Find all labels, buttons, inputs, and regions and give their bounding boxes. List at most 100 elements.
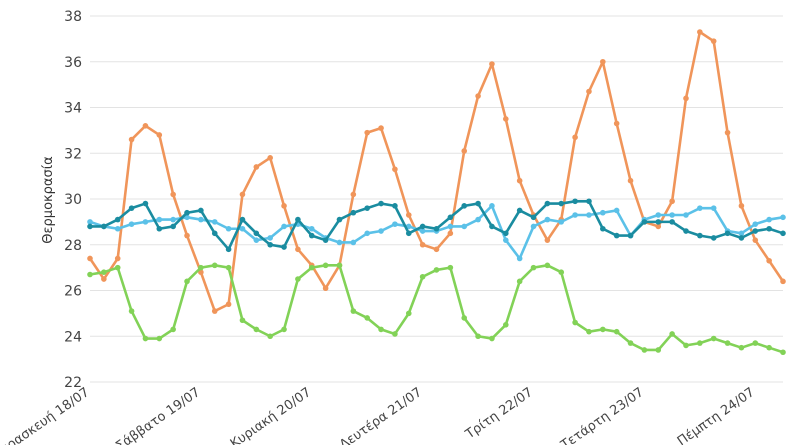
- data-point[interactable]: [558, 219, 565, 225]
- data-point[interactable]: [336, 262, 343, 269]
- data-point[interactable]: [225, 301, 232, 308]
- data-point[interactable]: [627, 340, 634, 346]
- data-point[interactable]: [710, 335, 717, 342]
- data-point[interactable]: [683, 212, 689, 218]
- data-point[interactable]: [530, 264, 537, 271]
- data-point[interactable]: [503, 237, 509, 243]
- data-point[interactable]: [322, 285, 329, 292]
- data-point[interactable]: [225, 246, 232, 253]
- data-point[interactable]: [780, 278, 786, 285]
- data-point[interactable]: [405, 310, 412, 317]
- data-point[interactable]: [627, 232, 634, 239]
- data-point[interactable]: [766, 216, 772, 223]
- data-point[interactable]: [516, 255, 523, 262]
- data-point[interactable]: [405, 230, 412, 237]
- data-point[interactable]: [697, 29, 703, 35]
- data-point[interactable]: [447, 214, 454, 221]
- data-point[interactable]: [503, 322, 509, 328]
- data-point[interactable]: [738, 230, 745, 237]
- data-point[interactable]: [253, 230, 260, 237]
- data-point[interactable]: [433, 267, 440, 273]
- series-line[interactable]: [88, 264, 785, 354]
- data-point[interactable]: [461, 315, 468, 321]
- data-point[interactable]: [766, 225, 772, 232]
- data-point[interactable]: [87, 255, 93, 262]
- data-point[interactable]: [600, 58, 606, 65]
- data-point[interactable]: [128, 205, 135, 211]
- data-point[interactable]: [419, 273, 426, 280]
- data-point[interactable]: [461, 223, 468, 230]
- data-point[interactable]: [322, 237, 329, 243]
- data-point[interactable]: [586, 88, 592, 95]
- data-point[interactable]: [447, 264, 454, 271]
- data-point[interactable]: [516, 278, 523, 285]
- data-point[interactable]: [710, 205, 717, 211]
- data-point[interactable]: [170, 223, 176, 230]
- data-point[interactable]: [475, 333, 481, 340]
- data-point[interactable]: [128, 221, 135, 227]
- data-point[interactable]: [600, 326, 606, 333]
- data-point[interactable]: [114, 264, 121, 271]
- data-point[interactable]: [198, 216, 204, 223]
- data-point[interactable]: [530, 214, 537, 221]
- data-point[interactable]: [655, 347, 662, 353]
- data-point[interactable]: [600, 209, 606, 216]
- data-point[interactable]: [655, 219, 662, 225]
- data-point[interactable]: [211, 308, 218, 314]
- data-point[interactable]: [433, 225, 440, 232]
- data-point[interactable]: [489, 61, 495, 67]
- data-point[interactable]: [350, 209, 357, 216]
- data-point[interactable]: [170, 216, 176, 223]
- data-point[interactable]: [669, 331, 675, 337]
- data-point[interactable]: [738, 344, 745, 351]
- data-point[interactable]: [738, 203, 745, 209]
- data-point[interactable]: [544, 237, 551, 243]
- data-point[interactable]: [142, 219, 149, 225]
- data-point[interactable]: [475, 200, 481, 207]
- data-point[interactable]: [281, 223, 287, 230]
- data-point[interactable]: [281, 203, 287, 209]
- data-point[interactable]: [669, 198, 675, 205]
- data-point[interactable]: [378, 228, 384, 234]
- data-point[interactable]: [586, 198, 592, 205]
- data-point[interactable]: [461, 203, 468, 209]
- data-point[interactable]: [489, 223, 495, 230]
- data-point[interactable]: [239, 225, 246, 232]
- data-point[interactable]: [392, 331, 398, 337]
- data-point[interactable]: [114, 225, 121, 232]
- data-point[interactable]: [239, 216, 246, 223]
- data-point[interactable]: [308, 232, 315, 239]
- data-point[interactable]: [405, 212, 412, 218]
- data-point[interactable]: [267, 155, 273, 161]
- data-point[interactable]: [752, 221, 759, 227]
- data-point[interactable]: [697, 232, 703, 239]
- data-point[interactable]: [641, 219, 648, 225]
- data-point[interactable]: [752, 237, 759, 243]
- data-point[interactable]: [87, 219, 93, 225]
- data-point[interactable]: [184, 209, 190, 216]
- data-point[interactable]: [211, 262, 218, 269]
- data-point[interactable]: [766, 257, 772, 264]
- data-point[interactable]: [128, 308, 135, 314]
- data-point[interactable]: [572, 198, 578, 205]
- data-point[interactable]: [780, 230, 786, 237]
- data-point[interactable]: [503, 230, 509, 237]
- data-point[interactable]: [198, 207, 204, 214]
- data-point[interactable]: [253, 164, 260, 170]
- data-point[interactable]: [267, 333, 273, 340]
- data-point[interactable]: [364, 315, 371, 321]
- data-point[interactable]: [281, 244, 287, 250]
- data-point[interactable]: [350, 191, 357, 198]
- data-point[interactable]: [613, 328, 620, 335]
- data-point[interactable]: [516, 177, 523, 184]
- data-point[interactable]: [613, 232, 620, 239]
- data-point[interactable]: [544, 262, 551, 269]
- data-point[interactable]: [101, 223, 107, 230]
- data-point[interactable]: [295, 276, 301, 282]
- data-point[interactable]: [655, 223, 662, 230]
- data-point[interactable]: [780, 349, 786, 356]
- data-point[interactable]: [253, 326, 260, 333]
- data-point[interactable]: [724, 340, 731, 346]
- data-point[interactable]: [766, 344, 772, 351]
- data-point[interactable]: [558, 200, 565, 207]
